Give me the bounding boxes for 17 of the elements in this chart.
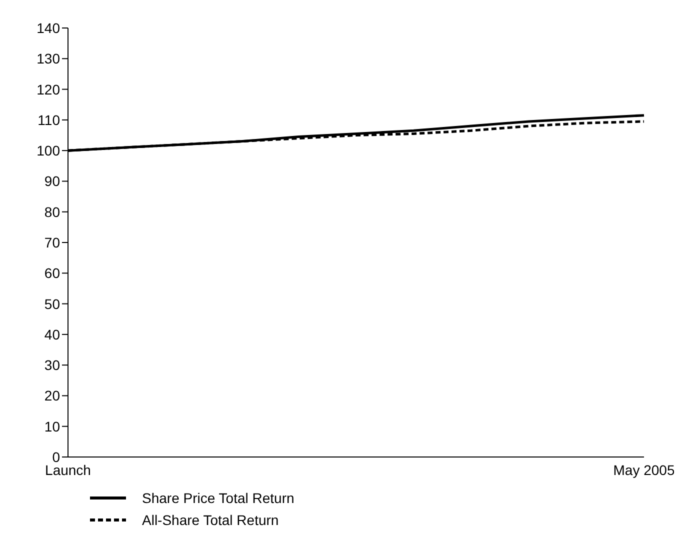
- legend-label: All-Share Total Return: [142, 512, 279, 528]
- y-tick-label: 140: [36, 20, 60, 36]
- y-tick-label: 80: [44, 204, 60, 220]
- y-tick-label: 20: [44, 388, 60, 404]
- y-tick-label: 50: [44, 296, 60, 312]
- y-tick-label: 90: [44, 173, 60, 190]
- y-tick-label: 10: [44, 418, 60, 434]
- y-tick-label: 60: [44, 265, 60, 282]
- y-tick-label: 30: [44, 357, 60, 374]
- legend-label: Share Price Total Return: [142, 490, 294, 506]
- y-tick-label: 130: [36, 50, 60, 67]
- y-tick-label: 110: [38, 112, 60, 128]
- y-tick-label: 40: [44, 326, 60, 342]
- y-tick-label: 120: [36, 81, 60, 98]
- y-tick-label: 100: [36, 142, 60, 159]
- y-tick-label: 70: [44, 234, 60, 250]
- x-tick-label: May 2005: [613, 462, 675, 478]
